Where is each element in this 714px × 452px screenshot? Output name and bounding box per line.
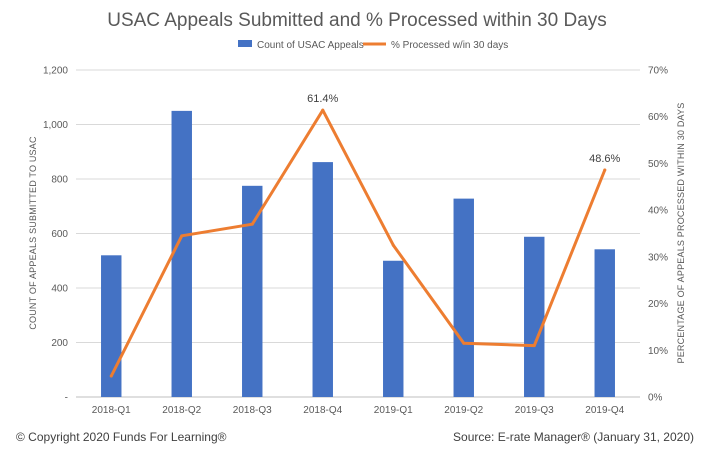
x-tick-label: 2019-Q2 <box>444 405 483 416</box>
bar <box>524 236 545 397</box>
legend-bar-swatch <box>238 40 252 47</box>
y2-tick-label: 30% <box>648 252 668 263</box>
y-tick-label: 200 <box>51 338 68 349</box>
y2-tick-label: 0% <box>648 393 663 404</box>
y-tick-label: 600 <box>51 229 68 240</box>
bar-series <box>101 110 615 397</box>
y2-axis-ticks: 0% 10% 20% 30% 40% 50% 60% 70% <box>648 66 668 404</box>
data-labels: 61.4% 48.6% <box>307 93 620 165</box>
bar <box>312 162 333 397</box>
y-axis-ticks: - 200 400 600 800 1,000 1,200 <box>43 66 68 404</box>
x-tick-label: 2018-Q1 <box>92 405 131 416</box>
line-point <box>180 234 184 238</box>
y-tick-label: - <box>65 393 68 404</box>
bar <box>242 185 263 397</box>
y2-tick-label: 10% <box>648 346 668 357</box>
line-point <box>321 108 325 112</box>
bar <box>101 255 122 397</box>
x-tick-label: 2018-Q3 <box>233 405 272 416</box>
bar <box>383 260 404 397</box>
legend-line-label: % Processed w/in 30 days <box>391 40 508 51</box>
gridlines <box>76 69 640 398</box>
chart-title: USAC Appeals Submitted and % Processed w… <box>107 10 607 31</box>
y2-tick-label: 40% <box>648 206 668 217</box>
line-point <box>603 168 607 172</box>
bar <box>453 198 474 397</box>
line-series <box>109 108 607 378</box>
y-tick-label: 1,000 <box>43 120 68 131</box>
source-text: Source: E-rate Manager® (January 31, 202… <box>453 430 694 444</box>
line-point <box>462 341 466 345</box>
y2-tick-label: 70% <box>648 66 668 77</box>
y-tick-label: 400 <box>51 284 68 295</box>
line-point <box>532 344 536 348</box>
legend-bar-label: Count of USAC Appeals <box>257 40 364 51</box>
y2-tick-label: 50% <box>648 159 668 170</box>
data-label: 61.4% <box>307 93 338 105</box>
y2-axis-title: PERCENTAGE OF APPEALS PROCESSED WITHIN 3… <box>676 103 686 364</box>
data-label: 48.6% <box>589 153 620 165</box>
legend: Count of USAC Appeals % Processed w/in 3… <box>238 40 508 51</box>
line-point <box>250 222 254 226</box>
y-tick-label: 800 <box>51 175 68 186</box>
y-axis-title: COUNT OF APPEALS SUBMITTED TO USAC <box>28 136 38 330</box>
line-point <box>391 243 395 247</box>
x-tick-label: 2019-Q3 <box>515 405 554 416</box>
y2-tick-label: 20% <box>648 299 668 310</box>
bar <box>171 110 192 397</box>
line-point <box>109 374 113 378</box>
x-tick-label: 2019-Q1 <box>374 405 413 416</box>
bar <box>594 249 615 397</box>
x-tick-label: 2019-Q4 <box>585 405 624 416</box>
x-axis-ticks: 2018-Q1 2018-Q2 2018-Q3 2018-Q4 2019-Q1 2019-… <box>92 405 625 416</box>
series-line <box>109 108 607 378</box>
copyright-text: © Copyright 2020 Funds For Learning® <box>16 430 227 444</box>
x-tick-label: 2018-Q4 <box>303 405 342 416</box>
x-tick-label: 2018-Q2 <box>162 405 201 416</box>
y2-tick-label: 60% <box>648 112 668 123</box>
y-tick-label: 1,200 <box>43 66 68 77</box>
